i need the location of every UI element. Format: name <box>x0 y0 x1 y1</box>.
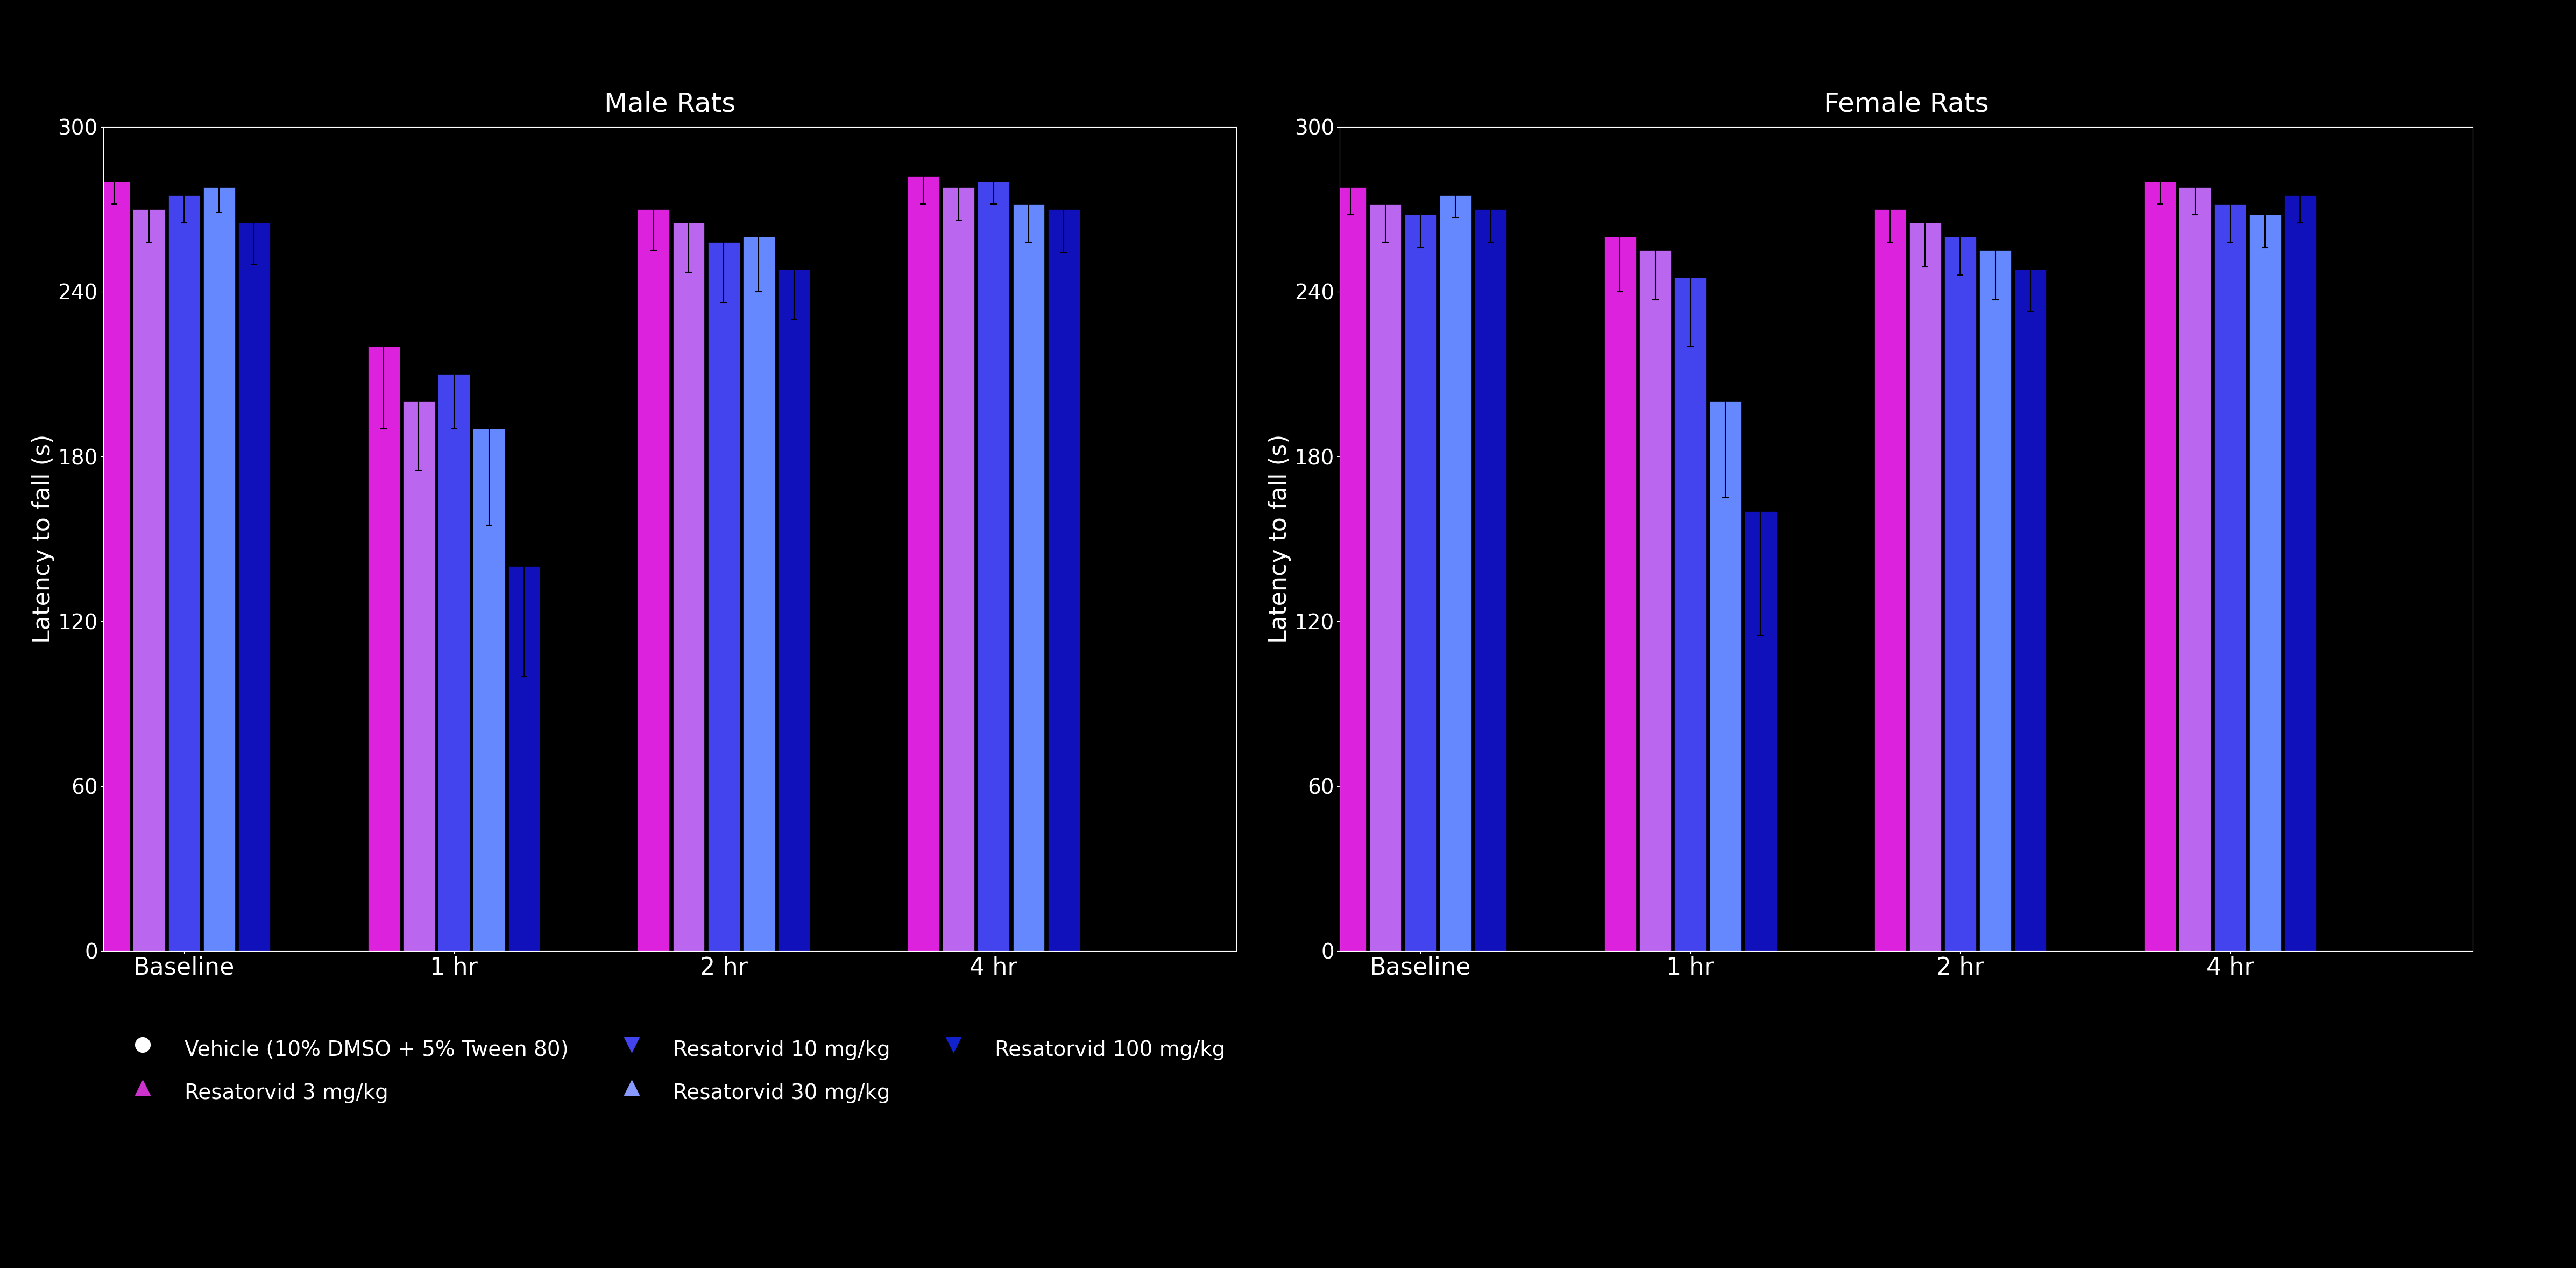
Bar <box>1674 278 1705 951</box>
Bar <box>2143 181 2177 951</box>
Bar <box>167 195 201 951</box>
Bar <box>438 374 469 951</box>
Bar <box>2249 214 2280 951</box>
Bar <box>474 429 505 951</box>
Y-axis label: Latency to fall (s): Latency to fall (s) <box>1267 435 1291 643</box>
Bar <box>1978 250 2012 951</box>
Bar <box>672 223 703 951</box>
Bar <box>507 567 541 951</box>
Bar <box>402 402 435 951</box>
Bar <box>1875 209 1906 951</box>
Bar <box>1710 402 1741 951</box>
Bar <box>2285 195 2316 951</box>
Bar <box>778 270 809 951</box>
Bar <box>1370 204 1401 951</box>
Bar <box>2179 188 2210 951</box>
Bar <box>1012 204 1043 951</box>
Bar <box>2014 270 2045 951</box>
Bar <box>639 209 670 951</box>
Bar <box>1638 250 1672 951</box>
Bar <box>1909 223 1940 951</box>
Bar <box>240 223 270 951</box>
Bar <box>907 176 940 951</box>
Bar <box>943 188 974 951</box>
Bar <box>1048 209 1079 951</box>
Bar <box>1945 237 1976 951</box>
Bar <box>98 181 129 951</box>
Bar <box>708 242 739 951</box>
Title: Male Rats: Male Rats <box>603 91 737 117</box>
Bar <box>742 237 775 951</box>
Legend: Vehicle (10% DMSO + 5% Tween 80), Resatorvid 3 mg/kg, Resatorvid 10 mg/kg, Resat: Vehicle (10% DMSO + 5% Tween 80), Resato… <box>113 1025 1234 1117</box>
Bar <box>134 209 165 951</box>
Title: Female Rats: Female Rats <box>1824 91 1989 117</box>
Bar <box>1334 188 1365 951</box>
Bar <box>1476 209 1507 951</box>
Y-axis label: Latency to fall (s): Latency to fall (s) <box>31 435 54 643</box>
Bar <box>1605 237 1636 951</box>
Bar <box>204 188 234 951</box>
Bar <box>1744 511 1777 951</box>
Bar <box>2215 204 2246 951</box>
Bar <box>1440 195 1471 951</box>
Bar <box>979 181 1010 951</box>
Bar <box>1404 214 1437 951</box>
Bar <box>368 346 399 951</box>
